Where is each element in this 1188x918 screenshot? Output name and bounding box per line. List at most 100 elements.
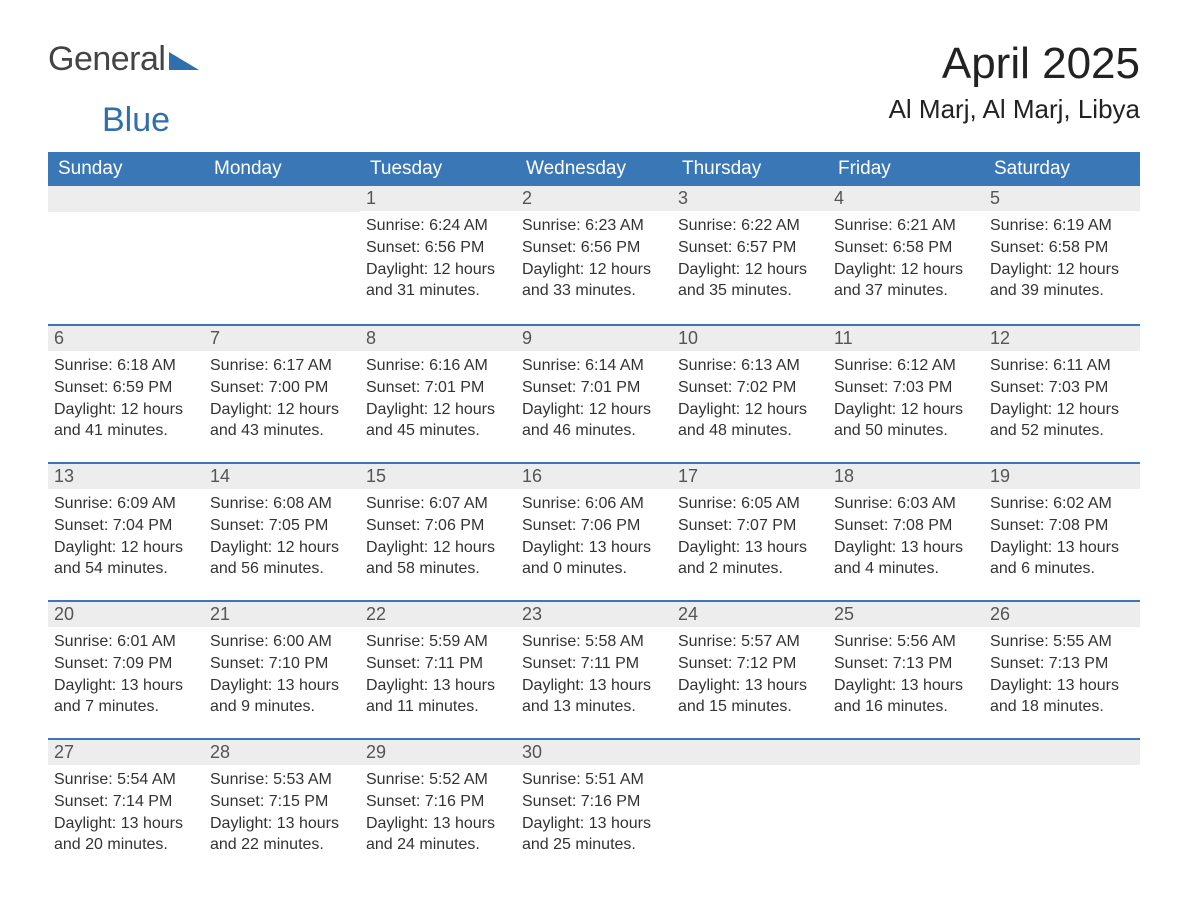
day-daylight1: Daylight: 12 hours [210,399,354,421]
day-sunset: Sunset: 7:00 PM [210,377,354,399]
day-daylight2: and 15 minutes. [678,696,822,718]
day-daylight1: Daylight: 13 hours [54,813,198,835]
day-daylight2: and 18 minutes. [990,696,1134,718]
calendar-cell: 18Sunrise: 6:03 AMSunset: 7:08 PMDayligh… [828,462,984,600]
weekday-header: Thursday [672,152,828,186]
day-sunrise: Sunrise: 6:21 AM [834,215,978,237]
day-number: 11 [828,324,984,351]
day-daylight2: and 56 minutes. [210,558,354,580]
daynum-bar-empty [672,738,828,765]
title-block: April 2025 Al Marj, Al Marj, Libya [889,40,1140,125]
daynum-bar-empty [984,738,1140,765]
day-body: Sunrise: 5:55 AMSunset: 7:13 PMDaylight:… [984,627,1140,717]
day-sunset: Sunset: 7:05 PM [210,515,354,537]
day-daylight1: Daylight: 12 hours [366,399,510,421]
day-body: Sunrise: 5:51 AMSunset: 7:16 PMDaylight:… [516,765,672,855]
day-body: Sunrise: 5:59 AMSunset: 7:11 PMDaylight:… [360,627,516,717]
calendar-cell: 22Sunrise: 5:59 AMSunset: 7:11 PMDayligh… [360,600,516,738]
day-sunrise: Sunrise: 5:51 AM [522,769,666,791]
day-sunrise: Sunrise: 6:06 AM [522,493,666,515]
day-body: Sunrise: 6:03 AMSunset: 7:08 PMDaylight:… [828,489,984,579]
day-daylight1: Daylight: 12 hours [522,399,666,421]
weekday-header: Sunday [48,152,204,186]
day-daylight1: Daylight: 13 hours [834,537,978,559]
day-body: Sunrise: 6:13 AMSunset: 7:02 PMDaylight:… [672,351,828,441]
day-sunrise: Sunrise: 6:13 AM [678,355,822,377]
calendar-cell: 5Sunrise: 6:19 AMSunset: 6:58 PMDaylight… [984,186,1140,324]
day-sunrise: Sunrise: 6:00 AM [210,631,354,653]
weekday-header: Saturday [984,152,1140,186]
weekday-header: Friday [828,152,984,186]
day-sunrise: Sunrise: 6:05 AM [678,493,822,515]
calendar-cell: 8Sunrise: 6:16 AMSunset: 7:01 PMDaylight… [360,324,516,462]
day-daylight2: and 9 minutes. [210,696,354,718]
calendar-cell: 4Sunrise: 6:21 AMSunset: 6:58 PMDaylight… [828,186,984,324]
day-number: 23 [516,600,672,627]
day-body: Sunrise: 6:23 AMSunset: 6:56 PMDaylight:… [516,211,672,301]
day-body: Sunrise: 5:56 AMSunset: 7:13 PMDaylight:… [828,627,984,717]
day-number: 28 [204,738,360,765]
day-sunrise: Sunrise: 6:22 AM [678,215,822,237]
day-sunrise: Sunrise: 5:56 AM [834,631,978,653]
day-number: 12 [984,324,1140,351]
day-number: 6 [48,324,204,351]
day-daylight1: Daylight: 13 hours [678,675,822,697]
day-sunrise: Sunrise: 6:03 AM [834,493,978,515]
day-body: Sunrise: 6:19 AMSunset: 6:58 PMDaylight:… [984,211,1140,301]
day-sunset: Sunset: 7:12 PM [678,653,822,675]
day-daylight1: Daylight: 13 hours [210,675,354,697]
day-sunrise: Sunrise: 5:53 AM [210,769,354,791]
page: General April 2025 Al Marj, Al Marj, Lib… [0,0,1188,918]
day-number: 5 [984,186,1140,211]
day-daylight2: and 58 minutes. [366,558,510,580]
day-number: 22 [360,600,516,627]
day-daylight2: and 45 minutes. [366,420,510,442]
day-daylight1: Daylight: 12 hours [990,259,1134,281]
calendar-week: 1Sunrise: 6:24 AMSunset: 6:56 PMDaylight… [48,186,1140,324]
calendar-cell-empty [672,738,828,876]
day-daylight2: and 48 minutes. [678,420,822,442]
day-body: Sunrise: 6:16 AMSunset: 7:01 PMDaylight:… [360,351,516,441]
weekday-header: Wednesday [516,152,672,186]
day-daylight1: Daylight: 13 hours [678,537,822,559]
day-body: Sunrise: 6:17 AMSunset: 7:00 PMDaylight:… [204,351,360,441]
day-sunrise: Sunrise: 6:19 AM [990,215,1134,237]
day-sunset: Sunset: 7:13 PM [834,653,978,675]
day-daylight2: and 31 minutes. [366,280,510,302]
day-sunset: Sunset: 6:58 PM [990,237,1134,259]
brand-word-1: General [48,40,165,79]
day-number: 10 [672,324,828,351]
day-sunrise: Sunrise: 6:09 AM [54,493,198,515]
day-number: 15 [360,462,516,489]
day-daylight2: and 2 minutes. [678,558,822,580]
day-daylight1: Daylight: 12 hours [678,259,822,281]
day-sunset: Sunset: 7:16 PM [366,791,510,813]
day-daylight1: Daylight: 12 hours [678,399,822,421]
day-daylight2: and 11 minutes. [366,696,510,718]
daynum-bar-empty [48,186,204,212]
calendar-week: 6Sunrise: 6:18 AMSunset: 6:59 PMDaylight… [48,324,1140,462]
calendar-cell: 20Sunrise: 6:01 AMSunset: 7:09 PMDayligh… [48,600,204,738]
day-sunset: Sunset: 7:01 PM [366,377,510,399]
day-sunrise: Sunrise: 6:02 AM [990,493,1134,515]
day-body: Sunrise: 5:54 AMSunset: 7:14 PMDaylight:… [48,765,204,855]
day-body: Sunrise: 6:00 AMSunset: 7:10 PMDaylight:… [204,627,360,717]
daynum-bar-empty [204,186,360,212]
day-sunset: Sunset: 7:04 PM [54,515,198,537]
day-sunset: Sunset: 7:01 PM [522,377,666,399]
calendar-cell-empty [204,186,360,324]
day-daylight2: and 16 minutes. [834,696,978,718]
day-daylight1: Daylight: 12 hours [54,537,198,559]
day-daylight1: Daylight: 12 hours [990,399,1134,421]
day-body: Sunrise: 6:08 AMSunset: 7:05 PMDaylight:… [204,489,360,579]
calendar-cell-empty [828,738,984,876]
day-daylight1: Daylight: 13 hours [366,813,510,835]
calendar-cell: 1Sunrise: 6:24 AMSunset: 6:56 PMDaylight… [360,186,516,324]
day-sunrise: Sunrise: 6:11 AM [990,355,1134,377]
calendar-cell: 24Sunrise: 5:57 AMSunset: 7:12 PMDayligh… [672,600,828,738]
calendar-week: 27Sunrise: 5:54 AMSunset: 7:14 PMDayligh… [48,738,1140,876]
day-body: Sunrise: 6:14 AMSunset: 7:01 PMDaylight:… [516,351,672,441]
calendar-cell: 30Sunrise: 5:51 AMSunset: 7:16 PMDayligh… [516,738,672,876]
day-daylight2: and 46 minutes. [522,420,666,442]
day-daylight2: and 22 minutes. [210,834,354,856]
